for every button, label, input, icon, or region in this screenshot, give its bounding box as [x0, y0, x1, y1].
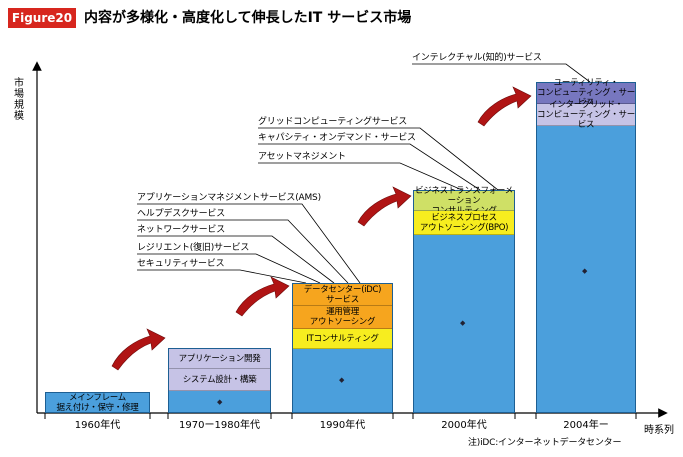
x-axis-label: 時系列	[644, 425, 674, 436]
callout-intellectual-service: インテレクチャル(知的)サービス	[412, 53, 542, 63]
callout-security: セキュリティサービス	[137, 259, 225, 269]
bar-marker: ◆	[460, 319, 466, 327]
growth-arrow-3	[357, 186, 412, 227]
block-label: インターグリッド・	[549, 99, 623, 110]
block-label: コンピューティング・サービス	[537, 88, 635, 108]
block-mainframe: メインフレーム 据え付け・保守・修理	[46, 392, 149, 413]
block-label: ビジネストランスフォーメーション	[415, 185, 513, 206]
bar-marker: ◆	[217, 398, 223, 406]
block-label: アプリケーション開発	[178, 353, 261, 364]
block-label: 据え付け・保守・修理	[56, 402, 139, 413]
block-label: コンサルティング	[431, 206, 496, 216]
bar-marker: ◆	[339, 376, 345, 384]
bar-1960s: メインフレーム 据え付け・保守・修理	[45, 392, 150, 413]
block-label: メインフレーム	[69, 392, 126, 403]
bar-2000s: ビジネストランスフォーメーション コンサルティング ビジネスプロセス アウトソー…	[413, 186, 515, 413]
callout-ams: アプリケーションマネジメントサービス(AMS)	[137, 193, 321, 203]
block-label: コンピューティング・サービス	[537, 109, 635, 130]
x-label-2004-onward: 2004年ー	[563, 420, 609, 431]
growth-arrow-4	[477, 86, 532, 127]
growth-arrow-2	[235, 276, 290, 317]
block-label: ユーティリティ・	[553, 78, 619, 88]
block-data-center: データセンター(iDC) サービス	[293, 284, 392, 306]
block-label: アウトソーシング	[309, 317, 376, 327]
block-application-development: アプリケーション開発	[169, 349, 270, 369]
block-label: アウトソーシング(BPO)	[419, 222, 509, 233]
bar-1970-1980s: アプリケーション開発 システム設計・構築 ◆	[168, 348, 271, 413]
callout-asset-management: アセットマネジメント	[258, 152, 346, 162]
x-label-1960s: 1960年代	[74, 420, 121, 431]
block-label: サービス	[326, 294, 359, 305]
footnote: 注)iDC:インターネットデータセンター	[468, 438, 622, 448]
block-label: ビジネスプロセス	[431, 212, 497, 223]
callout-connectors-2000	[258, 127, 499, 191]
block-bpo: ビジネスプロセス アウトソーシング(BPO)	[414, 211, 514, 235]
block-utility-computing: ユーティリティ・ コンピューティング・サービス	[537, 78, 635, 108]
block-label: データセンター(iDC)	[303, 284, 382, 295]
block-intergrid-computing: インターグリッド・ コンピューティング・サービス	[537, 100, 635, 130]
callout-helpdesk: ヘルプデスクサービス	[137, 209, 226, 219]
bar-2004-onward: ユーティリティ・ コンピューティング・サービス インターグリッド・ コンピューテ…	[536, 78, 636, 413]
block-label: システム設計・構築	[182, 374, 257, 385]
figure-title: 内容が多様化・高度化して伸長したIT サービス市場	[84, 10, 412, 26]
x-label-1970-1980s: 1970ー1980年代	[179, 420, 260, 431]
callout-grid-computing: グリッドコンピューティングサービス	[258, 117, 408, 127]
y-axis-label: 市場規模	[14, 78, 24, 122]
bar-marker: ◆	[582, 267, 588, 275]
callout-connectors-1990	[137, 203, 361, 284]
x-label-2000s: 2000年代	[441, 420, 487, 431]
callout-network: ネットワークサービス	[137, 225, 226, 235]
block-system-design: システム設計・構築	[169, 369, 270, 391]
block-it-consulting: ITコンサルティング	[293, 329, 392, 349]
block-business-transformation: ビジネストランスフォーメーション コンサルティング	[414, 186, 514, 216]
block-label: ITコンサルティング	[306, 333, 379, 344]
callout-resilient: レジリエント(復旧)サービス	[137, 243, 250, 253]
growth-arrow-1	[111, 328, 166, 371]
callout-capacity-on-demand: キャパシティ・オンデマンド・サービス	[258, 133, 416, 143]
figure-badge: Figure20	[8, 8, 76, 28]
callout-connector-2004	[412, 63, 591, 83]
x-label-1990s: 1990年代	[319, 420, 366, 431]
block-operations-outsourcing: 運用管理 アウトソーシング	[293, 306, 392, 329]
bar-1990s: データセンター(iDC) サービス 運用管理 アウトソーシング ITコンサルティ…	[292, 283, 393, 413]
block-label: 運用管理	[326, 307, 359, 317]
